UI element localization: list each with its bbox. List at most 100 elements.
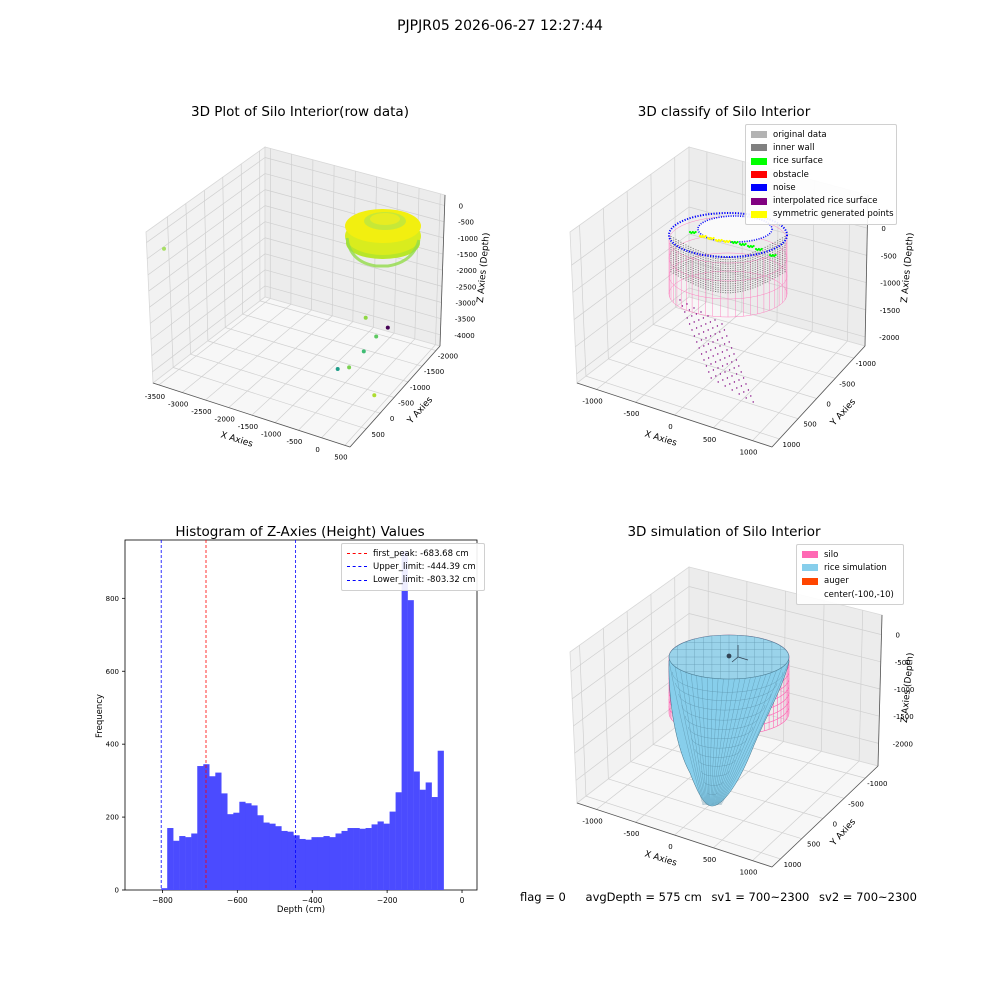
plot3-bar xyxy=(419,789,426,890)
p1-x-tick-label: -2500 xyxy=(191,408,211,416)
p2-y-tick-label: 1000 xyxy=(783,441,801,449)
p2-x-tick-label: 0 xyxy=(668,423,672,431)
plot3-ref-lines xyxy=(160,540,297,890)
p4-y-tick-label: 0 xyxy=(833,821,837,829)
plot3-bar xyxy=(371,824,378,891)
p2-x-tick-label: 500 xyxy=(703,436,716,444)
status-footer: flag = 0 avgDepth = 575 cm sv1 = 700~230… xyxy=(520,890,933,904)
plot3-y-tick-label: 0 xyxy=(115,887,119,895)
plot3-bar xyxy=(251,805,258,890)
plot3-bar xyxy=(245,803,252,890)
p4-z-tick-label: -500 xyxy=(895,659,911,667)
plot1-outlier-point xyxy=(347,365,352,370)
plot3-y-tick-label: 400 xyxy=(106,741,119,749)
p4-x-tick-label: -500 xyxy=(624,830,640,838)
plot2-y-ticks: 1000 500 0 -500 -1000 xyxy=(783,360,876,449)
plot4-legend-swatch xyxy=(802,551,818,559)
plot2-z-ticks: 0 -500 -1000 -1500 -2000 xyxy=(879,225,900,342)
plot3-x-ticks: −800 −600 −400 −200 0 xyxy=(152,890,465,905)
p1-z-tick-label: -2000 xyxy=(457,267,477,275)
plot2-legend-label: noise xyxy=(773,182,796,193)
plot3-bar xyxy=(413,771,420,890)
plot3-bar xyxy=(161,888,168,890)
plot1-outlier-points xyxy=(162,246,390,398)
p2-x-tick-label: -500 xyxy=(624,410,640,418)
plot3-x-tick-label: −200 xyxy=(377,896,398,905)
plot3-bar xyxy=(347,828,354,890)
p2-y-tick-label: 0 xyxy=(826,401,830,409)
plot4-legend-swatch xyxy=(802,564,818,572)
p4-x-tick-label: 1000 xyxy=(740,869,758,877)
plot1-outlier-point xyxy=(372,393,377,398)
plot1-rice-ring xyxy=(345,209,421,268)
p2-x-tick-label: -1000 xyxy=(582,397,602,405)
plot1-outlier-point xyxy=(335,367,340,371)
plot4-legend-item: auger xyxy=(802,575,898,588)
plot3-legend-line xyxy=(347,553,367,555)
plot3-bar xyxy=(401,550,408,890)
plot1-z-label: Z Axies (Depth) xyxy=(476,232,492,303)
p4-z-tick-label: 0 xyxy=(895,632,899,640)
plot1-x-label: X Axies xyxy=(219,430,254,449)
p4-z-tick-label: -1500 xyxy=(893,713,913,721)
plot4-legend-swatch xyxy=(802,591,818,598)
p2-y-tick-label: 500 xyxy=(803,421,816,429)
plot1-outlier-point xyxy=(361,349,366,354)
p2-y-tick-label: -500 xyxy=(839,380,855,388)
plot2-legend-swatch xyxy=(751,144,767,152)
p4-x-tick-label: 0 xyxy=(668,843,672,851)
p4-y-tick-label: 1000 xyxy=(784,861,802,869)
plot4-legend-item: rice simulation xyxy=(802,561,898,574)
plot1-outlier-point xyxy=(162,246,166,251)
plot3-histogram: −800 −600 −400 −200 0 0 200 400 600 800 Depth (c… xyxy=(95,539,478,915)
plot2-x-label: X Axies xyxy=(643,429,678,448)
plot2-legend-label: obstacle xyxy=(773,169,809,180)
plot3-bar xyxy=(185,837,192,890)
plot3-bar xyxy=(281,830,288,890)
plot3-bar xyxy=(239,801,246,890)
plot2-legend-swatch xyxy=(751,197,767,205)
plot1-x-ticks: -3500-3000-2500-2000 -1500-1000 -500 0 500 xyxy=(145,393,348,461)
plot2-interpolated-points xyxy=(679,299,754,403)
plot3-bar xyxy=(227,814,234,890)
plot3-bar xyxy=(257,815,264,890)
p1-y-tick-label: 0 xyxy=(390,415,394,423)
plot3-legend: first_peak: -683.68 cm Upper_limit: -444.… xyxy=(341,543,485,591)
p1-x-tick-label: -1000 xyxy=(261,431,281,439)
plot3-legend-item: first_peak: -683.68 cm xyxy=(347,547,479,560)
plot2-legend-label: inner wall xyxy=(773,142,815,153)
plot3-y-ticks: 0 200 400 600 800 xyxy=(106,595,125,895)
plot4-title: 3D simulation of Silo Interior xyxy=(627,524,821,540)
plot2-inner-wall-points xyxy=(670,236,786,294)
p1-y-tick-label: 500 xyxy=(372,431,385,439)
plot3-x-tick-label: −600 xyxy=(227,896,248,905)
plot3-x-tick-label: 0 xyxy=(460,896,465,905)
plot1-outlier-point xyxy=(363,315,368,320)
p4-z-tick-label: -1000 xyxy=(894,686,914,694)
plot3-bar xyxy=(341,830,348,890)
plot3-x-tick-label: −800 xyxy=(152,896,173,905)
plot3-y-tick-label: 800 xyxy=(106,595,119,603)
p2-x-tick-label: 1000 xyxy=(740,449,758,457)
plot3-bar xyxy=(323,836,330,890)
plot4-legend-label: center(-100,-10) xyxy=(824,589,894,600)
plot3-bar xyxy=(329,837,336,890)
p1-x-tick-label: -500 xyxy=(286,438,302,446)
sv2-text: sv2 = 700~2300 xyxy=(819,890,917,904)
plot1-z-ticks: 0 -500 -1000 -1500 -2000 -2500 -3000 -3500 -4000 xyxy=(454,203,478,340)
p4-y-tick-label: -1000 xyxy=(867,780,887,788)
plot3-legend-item: Upper_limit: -444.39 cm xyxy=(347,560,479,573)
p2-z-tick-label: 0 xyxy=(881,225,885,233)
plot2-title: 3D classify of Silo Interior xyxy=(637,104,811,120)
plot3-legend-item: Lower_limit: -803.32 cm xyxy=(347,574,479,587)
plot3-x-label: Depth (cm) xyxy=(277,905,325,915)
plot2-legend-swatch xyxy=(751,210,767,218)
plot3-bar xyxy=(335,833,342,890)
plot2-legend-swatch xyxy=(751,184,767,192)
plot2-legend-item: noise xyxy=(751,181,891,194)
p1-z-tick-label: -4000 xyxy=(454,332,474,340)
plot3-bar xyxy=(407,600,414,890)
plot2-legend-label: rice surface xyxy=(773,156,823,167)
plot4-legend-item: center(-100,-10) xyxy=(802,588,898,601)
